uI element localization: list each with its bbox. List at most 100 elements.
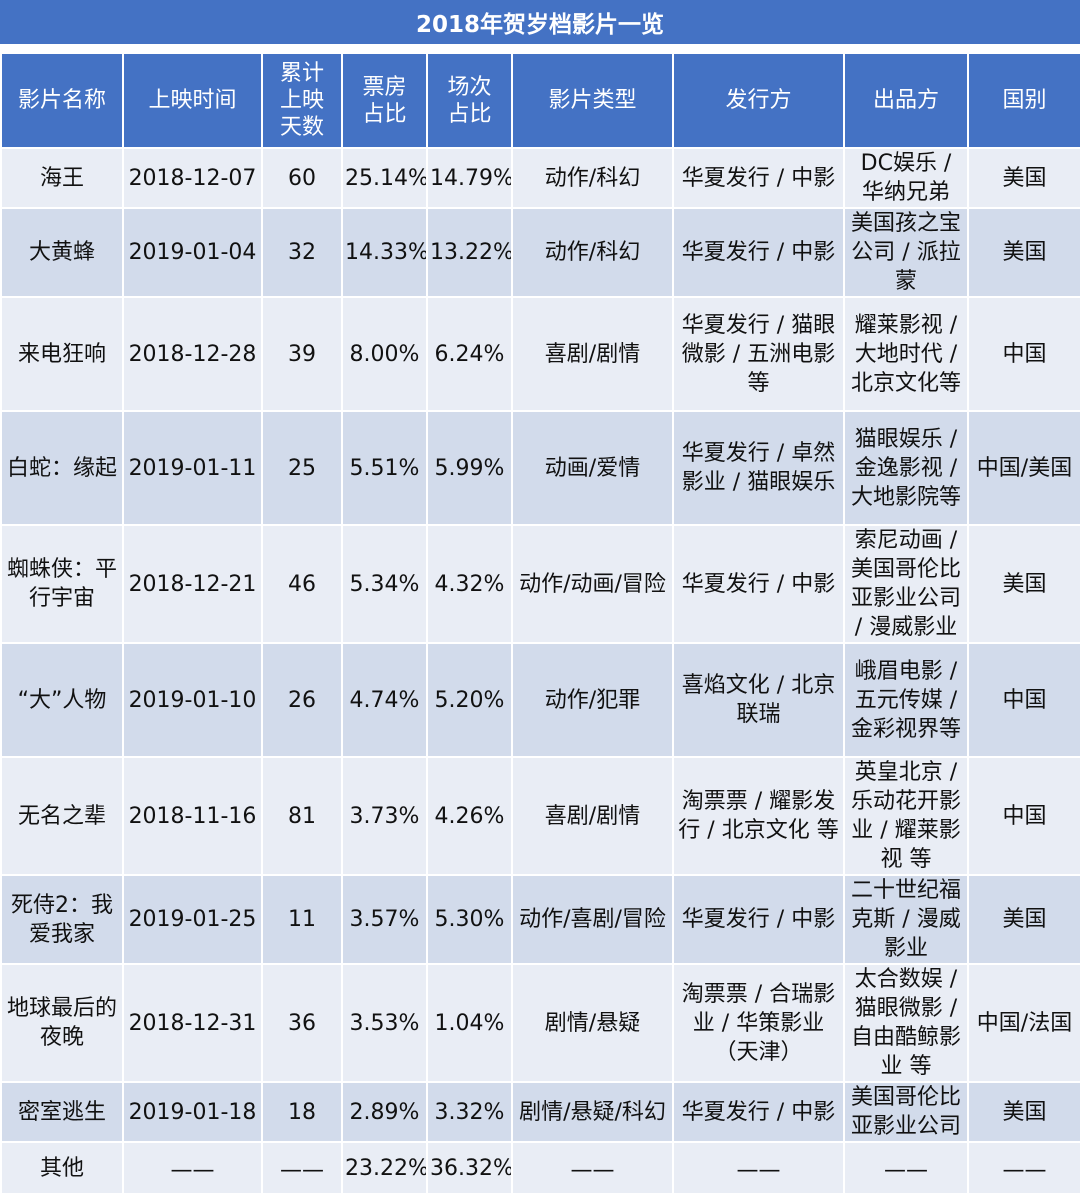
cell-name: 海王 (0, 147, 124, 209)
cell-date: 2019-01-11 (122, 410, 263, 526)
cell-genre: 剧情/悬疑 (511, 963, 674, 1083)
cell-box: 3.73% (341, 756, 428, 876)
cell-name: 白蛇：缘起 (0, 410, 124, 526)
cell-days: 36 (261, 963, 343, 1083)
cell-date: 2019-01-10 (122, 642, 263, 758)
cell-box: 14.33% (341, 207, 428, 298)
cell-country: 美国 (967, 207, 1080, 298)
cell-producer: 二十世纪福克斯 / 漫威影业 (843, 874, 969, 965)
cell-days: 46 (261, 524, 343, 644)
header-row: 影片名称 上映时间 累计上映天数 票房占比 场次占比 影片类型 发行方 出品方 … (0, 52, 1080, 149)
cell-days: 32 (261, 207, 343, 298)
cell-days: 18 (261, 1081, 343, 1143)
cell-date: 2018-12-28 (122, 296, 263, 412)
cell-screen: 5.99% (426, 410, 513, 526)
cell-date: 2019-01-25 (122, 874, 263, 965)
cell-country: 中国 (967, 296, 1080, 412)
cell-days: —— (261, 1141, 343, 1195)
cell-screen: 13.22% (426, 207, 513, 298)
table-row: 地球最后的夜晚 2018-12-31 36 3.53% 1.04% 剧情/悬疑 淘票票 / … (0, 963, 1080, 1083)
cell-genre: 动作/动画/冒险 (511, 524, 674, 644)
cell-screen: 6.24% (426, 296, 513, 412)
cell-box: 4.74% (341, 642, 428, 758)
cell-country: 美国 (967, 147, 1080, 209)
cell-name: 蜘蛛侠：平行宇宙 (0, 524, 124, 644)
table-row: 海王 2018-12-07 60 25.14% 14.79% 动作/科幻 华夏发行 / 中影… (0, 147, 1080, 209)
cell-screen: 4.32% (426, 524, 513, 644)
cell-name: 其他 (0, 1141, 124, 1195)
cell-producer: 猫眼娱乐 / 金逸影视 / 大地影院等 (843, 410, 969, 526)
cell-genre: 动画/爱情 (511, 410, 674, 526)
table-row: 大黄蜂 2019-01-04 32 14.33% 13.22% 动作/科幻 华夏发行 / 中… (0, 207, 1080, 298)
cell-days: 26 (261, 642, 343, 758)
cell-distributor: 喜焰文化 / 北京联瑞 (672, 642, 845, 758)
cell-distributor: 华夏发行 / 中影 (672, 524, 845, 644)
cell-distributor: 华夏发行 / 猫眼微影 / 五洲电影等 (672, 296, 845, 412)
cell-name: 大黄蜂 (0, 207, 124, 298)
table-row: 白蛇：缘起 2019-01-11 25 5.51% 5.99% 动画/爱情 华夏发行 / 卓… (0, 410, 1080, 526)
col-header-date: 上映时间 (122, 52, 263, 149)
cell-screen: 14.79% (426, 147, 513, 209)
cell-producer: 耀莱影视 / 大地时代 / 北京文化等 (843, 296, 969, 412)
cell-date: 2018-12-07 (122, 147, 263, 209)
cell-days: 60 (261, 147, 343, 209)
table-title: 2018年贺岁档影片一览 (0, 0, 1080, 46)
table-row-other: 其他 —— —— 23.22% 36.32% —— —— —— —— (0, 1141, 1080, 1195)
cell-producer: —— (843, 1141, 969, 1195)
cell-country: 中国 (967, 642, 1080, 758)
cell-producer: 美国孩之宝公司 / 派拉蒙 (843, 207, 969, 298)
col-header-screen: 场次占比 (426, 52, 513, 149)
cell-country: 中国 (967, 756, 1080, 876)
cell-genre: 动作/科幻 (511, 207, 674, 298)
cell-box: 8.00% (341, 296, 428, 412)
cell-box: 5.34% (341, 524, 428, 644)
cell-date: 2018-12-31 (122, 963, 263, 1083)
cell-box: 3.53% (341, 963, 428, 1083)
cell-producer: 太合数娱 / 猫眼微影 / 自由酷鲸影业 等 (843, 963, 969, 1083)
cell-days: 39 (261, 296, 343, 412)
cell-box: 3.57% (341, 874, 428, 965)
col-header-box: 票房占比 (341, 52, 428, 149)
cell-name: 死侍2：我爱我家 (0, 874, 124, 965)
cell-days: 11 (261, 874, 343, 965)
cell-distributor: 华夏发行 / 中影 (672, 207, 845, 298)
table-row: 密室逃生 2019-01-18 18 2.89% 3.32% 剧情/悬疑/科幻 华夏发行 /… (0, 1081, 1080, 1143)
cell-days: 25 (261, 410, 343, 526)
cell-date: 2019-01-18 (122, 1081, 263, 1143)
film-table: 影片名称 上映时间 累计上映天数 票房占比 场次占比 影片类型 发行方 出品方 … (0, 52, 1080, 1195)
col-header-distributor: 发行方 (672, 52, 845, 149)
cell-date: 2019-01-04 (122, 207, 263, 298)
col-header-producer: 出品方 (843, 52, 969, 149)
cell-distributor: 华夏发行 / 卓然影业 / 猫眼娱乐 (672, 410, 845, 526)
cell-screen: 4.26% (426, 756, 513, 876)
cell-genre: 动作/喜剧/冒险 (511, 874, 674, 965)
col-header-genre: 影片类型 (511, 52, 674, 149)
col-header-country: 国别 (967, 52, 1080, 149)
cell-screen: 36.32% (426, 1141, 513, 1195)
cell-producer: 峨眉电影 / 五元传媒 / 金彩视界等 (843, 642, 969, 758)
cell-screen: 1.04% (426, 963, 513, 1083)
cell-date: 2018-12-21 (122, 524, 263, 644)
cell-name: 无名之辈 (0, 756, 124, 876)
cell-distributor: 淘票票 / 耀影发行 / 北京文化 等 (672, 756, 845, 876)
cell-distributor: 淘票票 / 合瑞影业 / 华策影业（天津） (672, 963, 845, 1083)
table-row: “大”人物 2019-01-10 26 4.74% 5.20% 动作/犯罪 喜焰文化 / 北… (0, 642, 1080, 758)
cell-distributor: 华夏发行 / 中影 (672, 147, 845, 209)
table-row: 无名之辈 2018-11-16 81 3.73% 4.26% 喜剧/剧情 淘票票 / 耀影发… (0, 756, 1080, 876)
cell-date: 2018-11-16 (122, 756, 263, 876)
col-header-name: 影片名称 (0, 52, 124, 149)
cell-country: 中国/美国 (967, 410, 1080, 526)
col-header-days: 累计上映天数 (261, 52, 343, 149)
cell-producer: DC娱乐 / 华纳兄弟 (843, 147, 969, 209)
table-row: 死侍2：我爱我家 2019-01-25 11 3.57% 5.30% 动作/喜剧/冒险 华夏… (0, 874, 1080, 965)
cell-distributor: 华夏发行 / 中影 (672, 874, 845, 965)
cell-genre: 动作/犯罪 (511, 642, 674, 758)
cell-country: 美国 (967, 524, 1080, 644)
cell-country: 中国/法国 (967, 963, 1080, 1083)
cell-distributor: 华夏发行 / 中影 (672, 1081, 845, 1143)
cell-country: 美国 (967, 874, 1080, 965)
cell-name: 密室逃生 (0, 1081, 124, 1143)
cell-genre: —— (511, 1141, 674, 1195)
cell-genre: 喜剧/剧情 (511, 756, 674, 876)
